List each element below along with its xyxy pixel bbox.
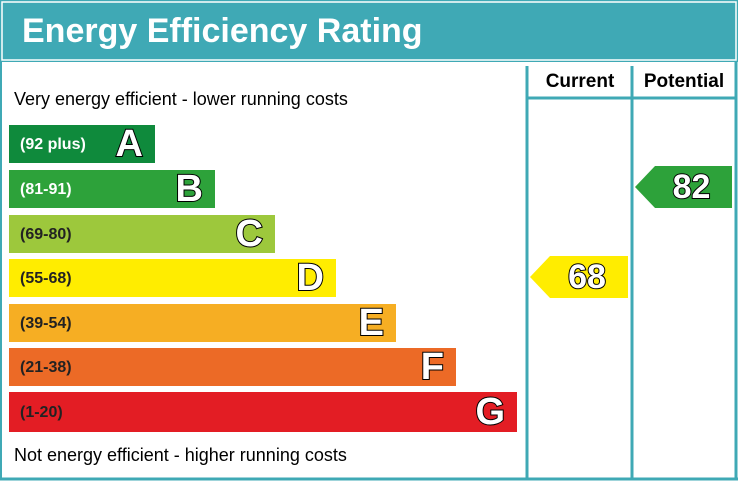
title: Energy Efficiency Rating [22,12,423,50]
band-letter: B [176,168,203,210]
current-arrow [530,256,628,298]
band-range: (92 plus) [20,136,86,153]
band-range: (55-68) [20,270,72,287]
band-range: (21-38) [20,359,72,376]
band [9,348,456,386]
title-frame [1,1,737,61]
band [9,304,396,342]
top-note: Very energy efficient - lower running co… [14,89,348,109]
current-header: Current [546,71,615,92]
band-range: (69-80) [20,226,72,243]
potential-header: Potential [644,71,724,92]
bottom-note: Not energy efficient - higher running co… [14,445,347,465]
band-letter: D [297,257,324,299]
band-range: (81-91) [20,181,72,198]
current-value: 68 [568,258,606,296]
band [9,215,275,253]
potential-arrow [635,166,732,208]
title-bar [0,0,738,62]
band [9,259,336,297]
band-letter: C [236,213,263,255]
band-range: (1-20) [20,404,63,421]
band-letter: E [359,302,384,344]
band-letter: G [475,391,505,433]
potential-value: 82 [673,168,711,206]
band-letter: F [421,346,444,388]
band [9,170,215,208]
band [9,392,517,432]
band-range: (39-54) [20,315,72,332]
band-letter: A [116,123,143,165]
band [9,125,155,163]
